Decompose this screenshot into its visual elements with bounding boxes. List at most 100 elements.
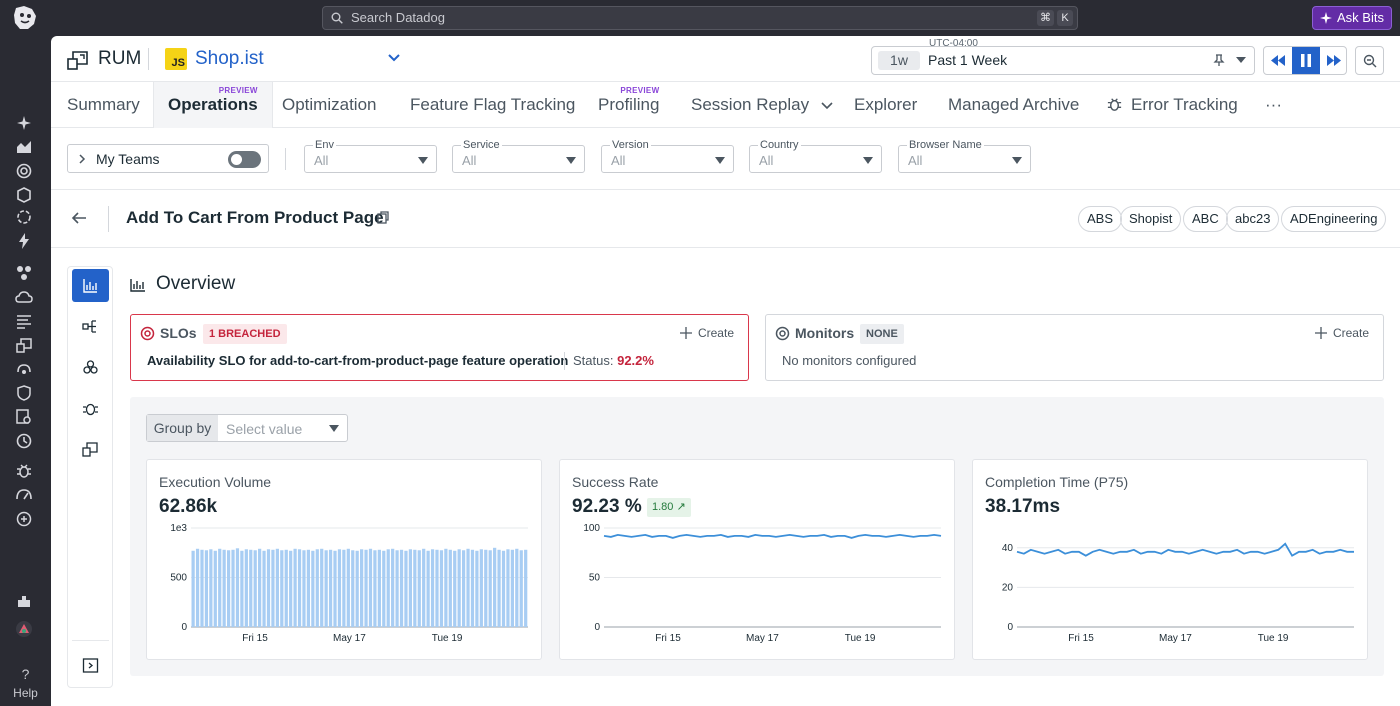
chevron-down-icon bbox=[821, 101, 833, 109]
monitors-icon[interactable] bbox=[15, 162, 33, 180]
bar bbox=[435, 549, 439, 627]
pause-button[interactable] bbox=[1292, 47, 1320, 74]
time-range-label: Past 1 Week bbox=[928, 52, 1008, 68]
y-tick-label: 40 bbox=[1002, 543, 1014, 554]
bar bbox=[386, 549, 390, 627]
tab-session-replay[interactable]: Session Replay bbox=[691, 82, 833, 128]
team-tag[interactable]: Shopist bbox=[1120, 206, 1182, 232]
panel-expand-icon bbox=[82, 658, 99, 673]
integrations-icon[interactable] bbox=[15, 592, 33, 610]
team-tag[interactable]: ABS bbox=[1078, 206, 1123, 232]
service-mgmt-icon[interactable] bbox=[15, 510, 33, 528]
tab-error-tracking[interactable]: Error Tracking bbox=[1106, 82, 1238, 128]
tab-operations[interactable]: PREVIEW Operations bbox=[153, 82, 273, 128]
create-slo-button[interactable]: Create bbox=[679, 326, 734, 340]
bits-ai-icon[interactable] bbox=[15, 114, 33, 132]
service-select[interactable]: Service All bbox=[452, 138, 585, 173]
rail-dependencies-button[interactable] bbox=[72, 310, 109, 343]
code-security-icon[interactable] bbox=[15, 384, 33, 402]
rail-errors-button[interactable] bbox=[72, 392, 109, 425]
bar bbox=[479, 549, 483, 627]
env-select[interactable]: Env All bbox=[304, 138, 437, 173]
bar bbox=[204, 550, 209, 627]
rewind-button[interactable] bbox=[1264, 47, 1292, 74]
logs-icon[interactable] bbox=[15, 312, 33, 330]
slo-name-link[interactable]: Availability SLO for add-to-cart-from-pr… bbox=[147, 353, 569, 368]
collapse-rail-button[interactable] bbox=[72, 649, 109, 682]
pin-icon[interactable] bbox=[1212, 53, 1226, 67]
dashboards-icon[interactable] bbox=[15, 138, 33, 156]
completion-time-card[interactable]: Completion Time (P75) 38.17ms 0 20 40 Fri 1… bbox=[972, 459, 1368, 660]
tab-label: Profiling bbox=[598, 95, 660, 114]
tab-managed-archive[interactable]: Managed Archive bbox=[948, 82, 1079, 128]
execution-volume-card[interactable]: Execution Volume 62.86k 0 500 1e3 Fri 15 May… bbox=[146, 459, 542, 660]
team-tag[interactable]: ABC bbox=[1183, 206, 1228, 232]
help-button[interactable]: ? Help bbox=[0, 666, 51, 700]
team-tag[interactable]: ADEngineering bbox=[1281, 206, 1387, 232]
version-select[interactable]: Version All bbox=[601, 138, 734, 173]
rum-nav-icon[interactable] bbox=[15, 336, 33, 354]
zoom-out-button[interactable] bbox=[1355, 46, 1384, 75]
notebook-search-icon[interactable] bbox=[15, 408, 33, 426]
rail-sessions-button[interactable] bbox=[72, 433, 109, 466]
y-tick-label: 0 bbox=[1007, 622, 1013, 633]
zoom-out-icon bbox=[1363, 54, 1377, 68]
user-avatar-icon[interactable] bbox=[15, 620, 33, 638]
tab-summary[interactable]: Summary bbox=[67, 82, 140, 128]
caret-down-icon[interactable] bbox=[1236, 56, 1246, 64]
tab-optimization[interactable]: Optimization bbox=[282, 82, 376, 128]
my-teams-filter[interactable]: My Teams bbox=[67, 144, 269, 173]
monitors-title: Monitors bbox=[795, 325, 855, 341]
preview-badge: PREVIEW bbox=[620, 86, 660, 95]
country-select[interactable]: Country All bbox=[749, 138, 882, 173]
tab-explorer[interactable]: Explorer bbox=[854, 82, 917, 128]
ask-bits-button[interactable]: Ask Bits bbox=[1312, 6, 1392, 30]
back-arrow-icon[interactable] bbox=[71, 211, 87, 225]
more-tabs-button[interactable]: ··· bbox=[1265, 82, 1282, 128]
chevron-down-icon[interactable] bbox=[387, 53, 401, 63]
group-by-select[interactable]: Group by Select value bbox=[146, 414, 348, 442]
success-rate-card[interactable]: Success Rate 92.23 % 1.80 ↗ 0 50 100 Fri 15… bbox=[559, 459, 955, 660]
cloud-icon[interactable] bbox=[15, 288, 33, 306]
browser-name-select[interactable]: Browser Name All bbox=[898, 138, 1031, 173]
bar bbox=[240, 550, 244, 627]
tab-profiling[interactable]: PREVIEW Profiling bbox=[598, 82, 659, 128]
completion-time-chart: 0 20 40 Fri 15 May 17 Tue 19 bbox=[1002, 542, 1354, 644]
lightning-icon[interactable] bbox=[15, 232, 33, 250]
bar bbox=[195, 548, 200, 627]
bar bbox=[457, 549, 461, 627]
y-tick-label: 20 bbox=[1002, 582, 1014, 593]
tab-feature-flag-tracking[interactable]: Feature Flag Tracking bbox=[410, 82, 575, 128]
synthetics-icon[interactable] bbox=[15, 360, 33, 378]
infrastructure-icon[interactable] bbox=[15, 264, 33, 282]
bar bbox=[510, 549, 514, 627]
create-monitor-button[interactable]: Create bbox=[1314, 326, 1369, 340]
security-icon[interactable] bbox=[15, 186, 33, 204]
incidents-icon[interactable] bbox=[15, 432, 33, 450]
metrics-section: Group by Select value Execution Volume 6… bbox=[130, 397, 1384, 676]
rail-services-button[interactable] bbox=[72, 351, 109, 384]
bar bbox=[275, 548, 279, 627]
series-line bbox=[1016, 542, 1354, 557]
my-teams-toggle[interactable] bbox=[228, 151, 261, 168]
trend-delta-badge: 1.80 ↗ bbox=[647, 498, 691, 517]
team-tag[interactable]: abc23 bbox=[1226, 206, 1280, 232]
time-range-picker[interactable]: 1w Past 1 Week bbox=[871, 46, 1255, 75]
application-name[interactable]: Shop.ist bbox=[195, 48, 264, 69]
bug-icon[interactable] bbox=[15, 462, 33, 480]
gauge-icon[interactable] bbox=[15, 486, 33, 504]
apm-icon[interactable] bbox=[15, 208, 33, 226]
global-search-input[interactable]: Search Datadog ⌘ K bbox=[322, 6, 1078, 30]
bar bbox=[391, 548, 395, 627]
fast-forward-button[interactable] bbox=[1320, 47, 1346, 74]
copy-icon[interactable] bbox=[377, 211, 389, 224]
overview-title: Overview bbox=[156, 273, 236, 294]
bar bbox=[524, 549, 528, 627]
bar bbox=[249, 549, 253, 627]
bar bbox=[342, 549, 346, 627]
bar bbox=[448, 549, 452, 627]
status-label: Status: bbox=[573, 353, 614, 368]
datadog-logo-icon[interactable] bbox=[10, 4, 40, 32]
rail-overview-button[interactable] bbox=[72, 269, 109, 302]
y-tick-label: 500 bbox=[170, 573, 187, 584]
